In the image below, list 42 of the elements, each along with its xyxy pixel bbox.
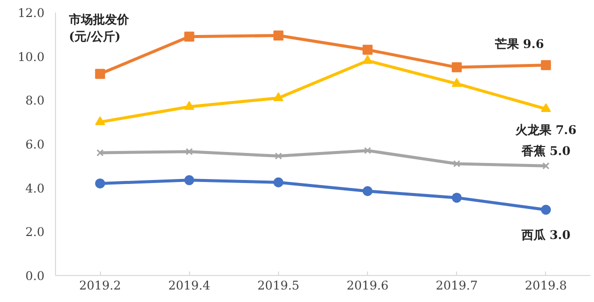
y-tick-label: 12.0 [18,6,44,20]
y-tick-label: 2.0 [25,225,45,240]
x-tick-label: 2019.6 [346,278,389,292]
y-tick-label: 8.0 [25,94,45,108]
point [364,146,372,154]
point [362,44,373,55]
point [96,149,104,156]
x-tick-label: 2019.2 [79,278,122,292]
x-tick-label: 2019.7 [436,278,478,292]
point [186,148,193,156]
point [273,92,284,102]
x-tick-label: 2019.5 [257,278,300,292]
point [540,103,551,112]
point [95,116,106,126]
point [274,152,282,160]
point [452,78,462,87]
text: 芒果 9.6 [494,37,544,52]
point [452,192,462,203]
x-tick-label: 2019.8 [524,278,567,292]
point [273,177,284,188]
point [95,178,106,188]
point [273,30,284,41]
point [362,186,373,196]
point [95,68,106,79]
text: 火龙果 7.6 [515,122,576,137]
point [453,160,460,168]
y-tick-label: 4.0 [25,181,45,196]
text: 香蕉 5.0 [521,144,570,158]
point [540,204,551,215]
point [184,32,194,42]
point [452,62,462,72]
point [184,175,194,186]
y-tick-label: 0.0 [25,269,45,283]
y-axis-title: 市场批发价 (元/公斤) [68,12,130,44]
point [184,101,194,110]
y-tick-label: 6.0 [25,138,45,152]
point [540,60,551,70]
y-tick-label: 10.0 [18,50,44,64]
x-tick-label: 2019.4 [168,278,211,292]
point [362,55,373,64]
point [542,162,550,170]
text: 西瓜 3.0 [521,228,570,242]
